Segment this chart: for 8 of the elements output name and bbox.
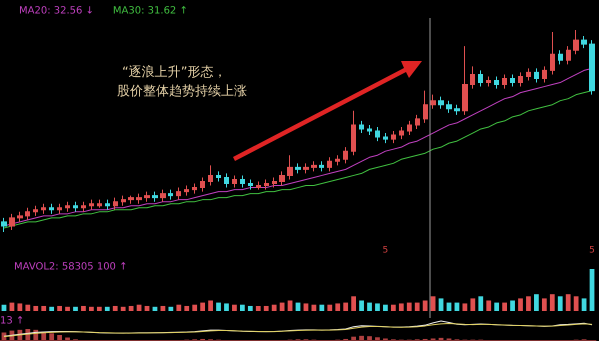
text: MA20: 32.56 ↓ [19,6,94,16]
x-tick-label: 5 [589,246,595,256]
annotation: 13 ↑ [0,316,24,326]
annotation: MAVOL2: 58305 100 ↑ [14,262,128,272]
text: MA30: 31.62 ↑ [112,6,188,16]
x-tick-label: 5 [382,246,388,256]
annotation: “逐浪上升”形态， [122,64,226,80]
annotation: 股价整体趋势持续上涨 [117,84,247,99]
